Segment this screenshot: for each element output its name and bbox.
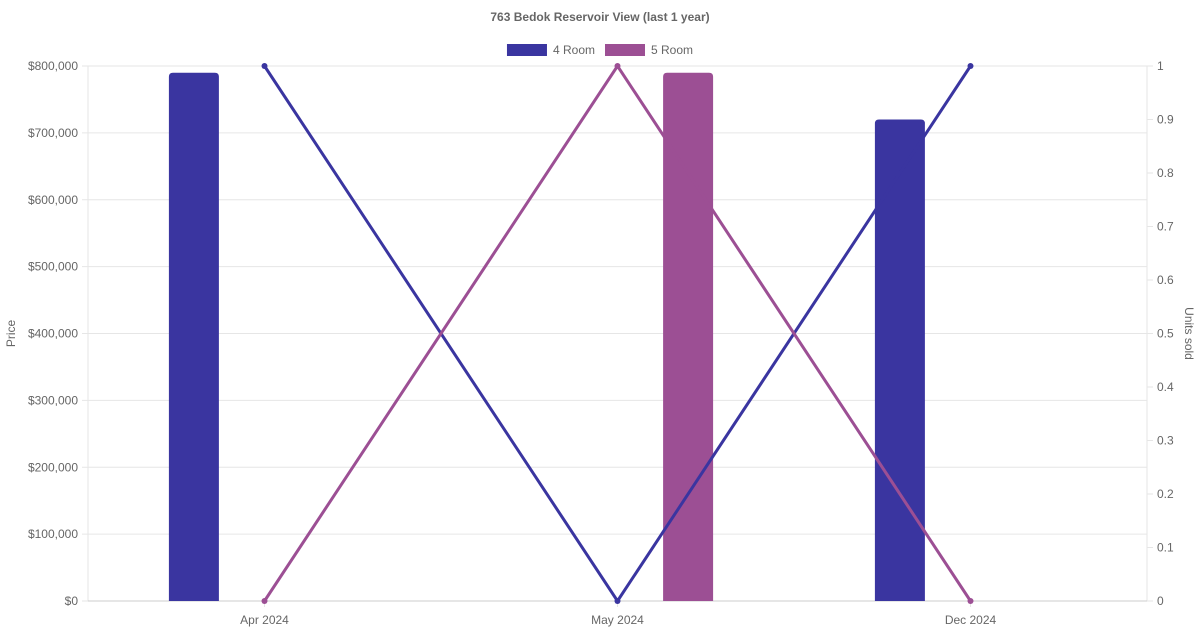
right-tick-label: 0.3 xyxy=(1157,434,1174,448)
right-tick-label: 0.8 xyxy=(1157,166,1174,180)
left-axis: $0 $100,000 $200,000 $300,000 $400,000 $500,0… xyxy=(28,59,89,608)
left-tick-label: $200,000 xyxy=(28,460,78,474)
line-point[interactable] xyxy=(614,598,621,604)
x-tick-label: May 2024 xyxy=(591,613,644,627)
bars xyxy=(168,72,925,602)
legend-label[interactable]: 5 Room xyxy=(651,43,693,57)
grid-lines xyxy=(88,65,1147,602)
right-axis-title: Units sold xyxy=(1182,307,1196,360)
legend-swatch[interactable] xyxy=(506,44,547,56)
x-tick-label: Dec 2024 xyxy=(945,613,997,627)
left-tick-label: $700,000 xyxy=(28,126,78,140)
line-point[interactable] xyxy=(967,598,974,604)
left-tick-label: $800,000 xyxy=(28,59,78,73)
left-tick-label: $0 xyxy=(65,594,79,608)
right-tick-label: 0.4 xyxy=(1157,380,1174,394)
right-tick-label: 0.1 xyxy=(1157,541,1174,555)
line-point[interactable] xyxy=(614,63,621,69)
left-tick-label: $500,000 xyxy=(28,260,78,274)
right-tick-label: 0.2 xyxy=(1157,487,1174,501)
x-axis: Apr 2024 May 2024 Dec 2024 xyxy=(88,600,1147,627)
legend-label[interactable]: 4 Room xyxy=(553,43,595,57)
bar-4-room[interactable] xyxy=(874,119,925,602)
right-tick-label: 0.7 xyxy=(1157,220,1174,234)
right-tick-label: 0.6 xyxy=(1157,273,1174,287)
legend-swatch[interactable] xyxy=(605,44,645,56)
lines xyxy=(261,63,974,604)
legend: 4 Room 5 Room xyxy=(506,43,693,57)
left-tick-label: $400,000 xyxy=(28,327,78,341)
right-tick-label: 0.5 xyxy=(1157,327,1174,341)
left-axis-title: Price xyxy=(4,320,18,348)
right-axis: 0 0.1 0.2 0.3 0.4 0.5 0.6 0.7 0.8 0.9 1 xyxy=(1146,59,1174,608)
bar-5-room[interactable] xyxy=(663,72,714,601)
line-point[interactable] xyxy=(261,598,268,604)
right-tick-label: 1 xyxy=(1157,59,1164,73)
line-point[interactable] xyxy=(261,63,268,69)
left-tick-label: $600,000 xyxy=(28,193,78,207)
left-tick-label: $100,000 xyxy=(28,527,78,541)
bar-4-room[interactable] xyxy=(168,72,219,601)
chart-title: 763 Bedok Reservoir View (last 1 year) xyxy=(490,10,709,24)
right-tick-label: 0 xyxy=(1157,594,1164,608)
x-tick-label: Apr 2024 xyxy=(240,613,289,627)
left-tick-label: $300,000 xyxy=(28,393,78,407)
line-point[interactable] xyxy=(967,63,974,69)
right-tick-label: 0.9 xyxy=(1157,113,1174,127)
